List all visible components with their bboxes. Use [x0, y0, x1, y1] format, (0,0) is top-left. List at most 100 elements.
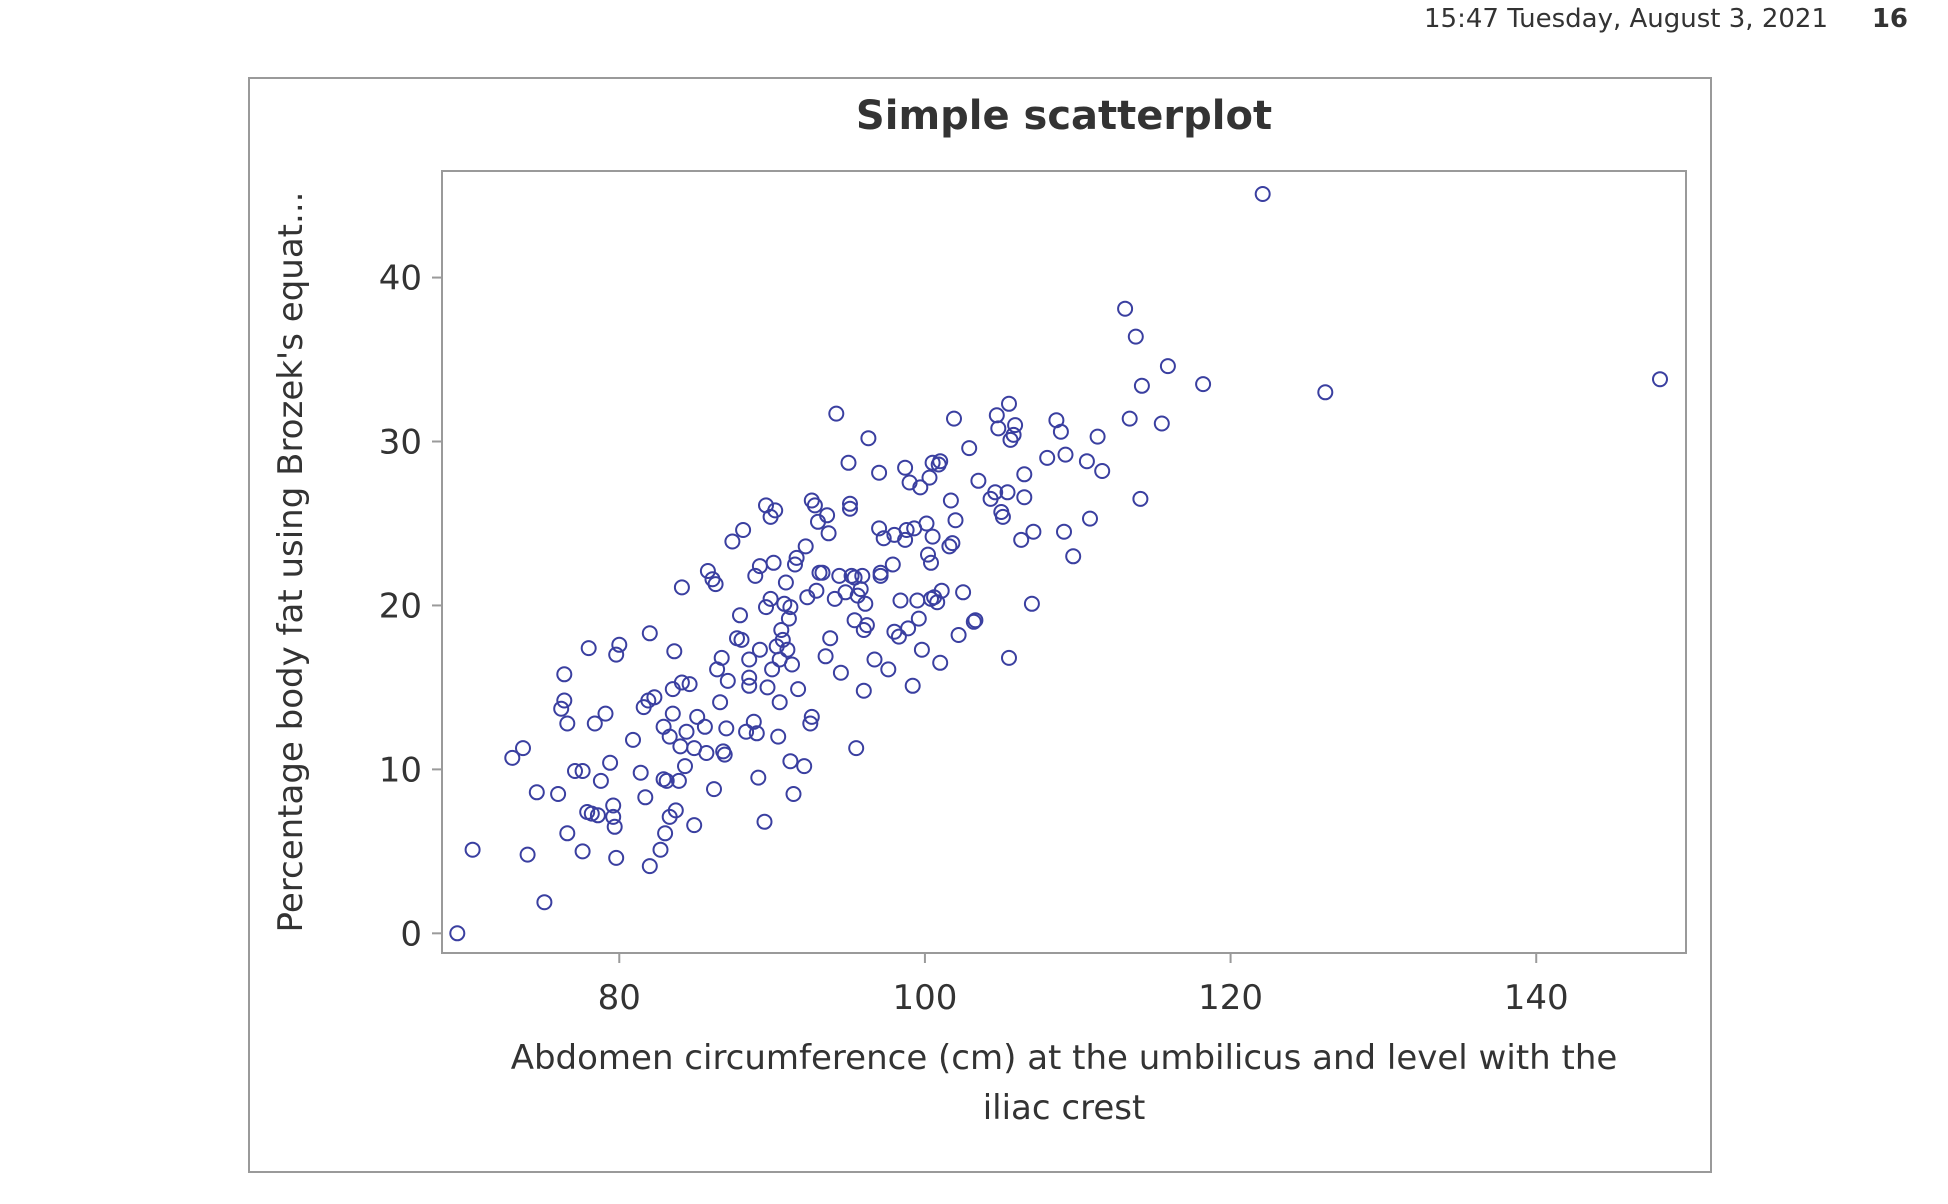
data-point [884, 556, 901, 573]
data-point [875, 530, 892, 547]
data-point [559, 825, 576, 842]
data-point [765, 554, 782, 571]
data-point [652, 841, 669, 858]
data-point [641, 858, 658, 875]
data-point [796, 758, 813, 775]
data-point [553, 700, 570, 717]
data-point [803, 492, 820, 509]
data-point [871, 520, 888, 537]
data-point [855, 622, 872, 638]
data-point [641, 625, 658, 642]
data-point [947, 512, 964, 529]
data-point [848, 740, 865, 757]
data-point [904, 677, 921, 694]
data-point [689, 708, 706, 725]
data-point [770, 728, 787, 745]
y-tick-label: 10 [379, 750, 422, 790]
data-point [866, 651, 883, 668]
data-point [764, 661, 781, 678]
data-point [716, 746, 733, 763]
data-point [574, 843, 591, 860]
data-point [704, 571, 721, 588]
data-point [1078, 453, 1095, 470]
data-point [606, 818, 623, 835]
data-point [605, 797, 622, 814]
data-point [1117, 300, 1134, 317]
data-point [858, 617, 875, 634]
data-point [678, 723, 695, 740]
data-point [719, 672, 736, 689]
data-point [774, 631, 791, 648]
data-point [994, 508, 1011, 525]
data-point [748, 725, 765, 742]
data-point [890, 628, 907, 645]
data-point [1195, 376, 1212, 393]
scatter-chart: Simple scatterplot 80 100 120 140 0 10 20 30 40… [271, 93, 1687, 1128]
data-point [832, 664, 849, 681]
data-point [449, 925, 466, 942]
data-point [574, 763, 591, 779]
data-point [790, 681, 807, 698]
data-point [758, 599, 774, 616]
x-tick-label: 100 [892, 978, 957, 1018]
data-point [745, 713, 762, 730]
data-point [787, 556, 803, 573]
x-tick-label: 80 [598, 978, 641, 1018]
data-point [822, 630, 839, 647]
data-point [871, 464, 888, 481]
data-point [1317, 384, 1334, 401]
data-point [819, 507, 836, 524]
data-point [897, 531, 914, 548]
data-point [898, 522, 915, 538]
data-point [820, 525, 837, 542]
x-tick-label: 120 [1198, 978, 1263, 1018]
data-point [797, 538, 814, 555]
data-point [806, 497, 823, 514]
data-point [817, 648, 834, 665]
data-point [780, 610, 797, 627]
data-point [657, 825, 674, 842]
data-point [932, 453, 949, 470]
y-tick-label: 20 [379, 586, 422, 626]
data-point [536, 894, 553, 911]
data-point [933, 582, 950, 599]
data-point [732, 607, 748, 624]
data-point [589, 807, 606, 824]
data-point [782, 599, 799, 616]
data-point [738, 723, 755, 740]
data-point [913, 641, 930, 658]
data-point [1023, 595, 1040, 612]
data-point [920, 546, 936, 563]
data-point [667, 802, 684, 819]
data-point [955, 584, 972, 601]
data-point [854, 567, 871, 584]
data-point [556, 692, 573, 709]
data-point [1039, 449, 1056, 466]
data-point [733, 631, 750, 648]
data-point [747, 567, 764, 584]
data-point [944, 535, 961, 552]
data-point [718, 720, 735, 737]
data-point [842, 495, 858, 512]
data-point [464, 841, 481, 858]
data-point [567, 763, 583, 779]
data-point [661, 728, 678, 745]
data-point [750, 769, 767, 786]
data-point [1082, 510, 1098, 527]
data-point [950, 627, 967, 643]
data-point [712, 694, 729, 711]
data-point [1652, 371, 1668, 388]
data-point [910, 610, 927, 627]
data-point [1016, 489, 1033, 506]
data-point [1016, 466, 1033, 483]
data-point [1001, 395, 1017, 412]
data-point [1007, 417, 1024, 434]
data-point [666, 643, 683, 660]
data-point [999, 484, 1016, 501]
data-point [741, 669, 758, 686]
data-point [592, 772, 609, 789]
x-axis-label-line-2: iliac crest [983, 1088, 1146, 1128]
data-point [759, 679, 776, 696]
data-point [1056, 523, 1072, 540]
data-point [696, 718, 713, 735]
